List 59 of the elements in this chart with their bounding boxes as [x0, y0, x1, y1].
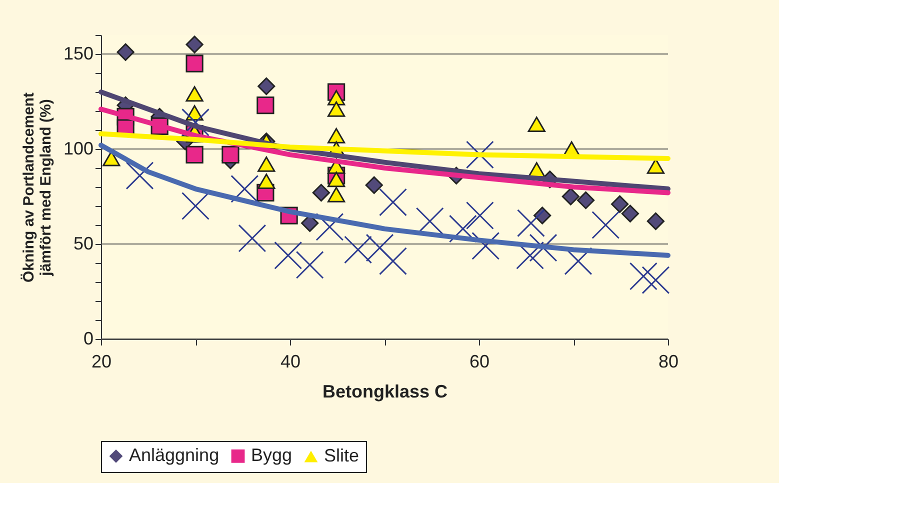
y-tick-label: 100 [63, 138, 94, 158]
y-axis-title: Ökning av Portlandcement jämfört med England (%) [20, 92, 54, 283]
x-tick-label: 80 [658, 352, 679, 372]
point [182, 108, 210, 136]
point [186, 54, 204, 72]
point [472, 232, 500, 260]
point [365, 176, 383, 194]
point [642, 266, 670, 294]
point [186, 36, 204, 54]
point [126, 162, 154, 190]
point [316, 212, 344, 241]
legend-label: Anläggning [129, 445, 220, 466]
point [182, 192, 210, 220]
y-tick-label: 0 [83, 328, 94, 348]
point [528, 116, 546, 132]
point [102, 150, 120, 166]
point [274, 241, 302, 270]
point [116, 43, 134, 61]
point [592, 211, 620, 239]
point [646, 212, 665, 230]
point [610, 195, 629, 213]
x-tick-label: 40 [280, 352, 301, 372]
point [238, 224, 266, 252]
point [256, 96, 274, 114]
point [327, 172, 346, 188]
point [564, 247, 592, 276]
x-tick-label: 60 [469, 352, 490, 372]
legend-label: Slite [324, 446, 360, 466]
point [379, 188, 407, 216]
point [466, 202, 494, 230]
point [312, 184, 330, 202]
point [327, 101, 346, 117]
point [366, 234, 394, 262]
y-tick-label: 150 [63, 44, 94, 64]
point [186, 86, 204, 102]
point [327, 186, 346, 202]
point [296, 250, 324, 279]
point [516, 241, 544, 270]
point [562, 188, 580, 206]
point [416, 207, 444, 236]
point [230, 174, 259, 203]
point [529, 234, 558, 262]
point [629, 262, 658, 290]
point [222, 146, 240, 164]
point [186, 146, 204, 164]
x-axis-title: Betongklass C [322, 382, 448, 402]
y-tick-label: 50 [73, 234, 94, 254]
point [258, 156, 276, 172]
point [327, 90, 346, 106]
x-tick-label: 20 [91, 352, 112, 372]
point [258, 77, 276, 96]
legend-label: Bygg [251, 445, 292, 466]
point [258, 174, 276, 190]
point [379, 247, 407, 276]
point [621, 204, 640, 222]
point [516, 209, 545, 238]
point [344, 236, 372, 264]
point [576, 191, 595, 210]
point [327, 128, 346, 144]
